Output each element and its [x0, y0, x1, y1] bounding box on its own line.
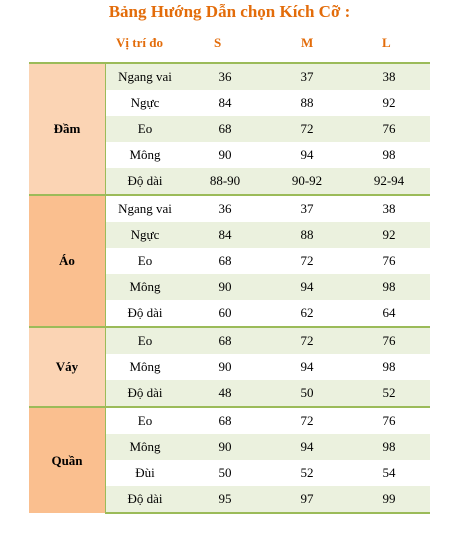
header-position: Vị trí đo — [116, 35, 163, 50]
table-row: Độ dài 88-90 90-92 92-94 — [29, 168, 430, 196]
table-row: Độ dài 48 50 52 — [29, 380, 430, 408]
table-row: Áo Ngang vai 36 37 38 — [29, 194, 430, 327]
size-l-cell: 98 — [382, 359, 396, 374]
size-s-cell: 68 — [218, 253, 232, 268]
size-m-cell: 50 — [266, 380, 348, 408]
size-l-cell: 98 — [348, 274, 430, 300]
position-cell: Eo — [105, 116, 184, 142]
group-label: Đầm — [29, 62, 106, 195]
size-m-cell: 72 — [266, 116, 348, 142]
table-row: Độ dài 95 97 99 — [29, 486, 430, 514]
size-l-cell: 76 — [348, 406, 430, 434]
size-s-cell: 50 — [218, 465, 232, 480]
table-row: Ngực 84 88 92 — [29, 222, 430, 248]
size-l-cell: 76 — [382, 253, 396, 268]
size-s-cell: 90 — [218, 147, 232, 162]
position-cell: Eo — [105, 406, 184, 434]
size-s-cell: 84 — [184, 222, 266, 248]
table-row: Mông 90 94 98 — [29, 142, 430, 168]
table-row: Quần Eo 68 72 76 — [29, 406, 430, 513]
position-cell: Mông — [105, 274, 184, 300]
position-cell: Mông — [129, 359, 161, 374]
size-s-cell: 36 — [184, 62, 266, 90]
position-cell: Độ dài — [105, 380, 184, 408]
size-table: Đầm Ngang vai 36 37 38 Ngực 84 88 92 Eo … — [29, 62, 430, 514]
size-m-cell: 94 — [266, 274, 348, 300]
size-l-cell: 98 — [382, 147, 396, 162]
size-l-cell: 38 — [348, 194, 430, 222]
table-header: Vị trí đo S M L — [0, 26, 459, 58]
size-m-cell: 62 — [266, 300, 348, 328]
size-s-cell: 48 — [184, 380, 266, 408]
table-row: Đầm Ngang vai 36 37 38 — [29, 62, 430, 195]
position-cell: Ngang vai — [105, 62, 184, 90]
position-cell: Mông — [105, 434, 184, 460]
size-m-cell: 90-92 — [266, 168, 348, 196]
size-l-cell: 76 — [348, 326, 430, 354]
position-cell: Độ dài — [105, 486, 184, 514]
size-m-cell: 97 — [266, 486, 348, 514]
position-cell: Độ dài — [105, 300, 184, 328]
size-m-cell: 72 — [266, 326, 348, 354]
table-row: Mông 90 94 98 — [29, 434, 430, 460]
group-label: Áo — [29, 194, 106, 327]
size-l-cell: 92 — [348, 222, 430, 248]
size-l-cell: 99 — [348, 486, 430, 514]
position-cell: Ngực — [105, 222, 184, 248]
position-cell: Ngực — [130, 95, 160, 110]
table-row: Đùi 50 52 54 — [29, 460, 430, 486]
size-s-cell: 90 — [184, 274, 266, 300]
position-cell: Ngang vai — [105, 194, 184, 222]
table-row: Mông 90 94 98 — [29, 354, 430, 380]
size-m-cell: 37 — [266, 194, 348, 222]
header-size-m: M — [301, 35, 314, 50]
table-row: Độ dài 60 62 64 — [29, 300, 430, 328]
size-l-cell: 92-94 — [348, 168, 430, 196]
position-cell: Eo — [105, 326, 184, 354]
size-l-cell: 52 — [348, 380, 430, 408]
size-m-cell: 72 — [266, 406, 348, 434]
size-m-cell: 88 — [300, 95, 314, 110]
size-m-cell: 94 — [300, 359, 314, 374]
size-l-cell: 54 — [382, 465, 396, 480]
size-s-cell: 68 — [184, 116, 266, 142]
size-s-cell: 68 — [184, 326, 266, 354]
group-label: Quần — [29, 406, 106, 513]
size-m-cell: 94 — [300, 147, 314, 162]
size-m-cell: 37 — [266, 62, 348, 90]
size-m-cell: 88 — [266, 222, 348, 248]
position-cell: Độ dài — [105, 168, 184, 196]
size-s-cell: 68 — [184, 406, 266, 434]
table-row: Váy Eo 68 72 76 — [29, 326, 430, 407]
size-m-cell: 94 — [266, 434, 348, 460]
size-m-cell: 72 — [300, 253, 314, 268]
position-cell: Eo — [137, 253, 153, 268]
table-row: Eo 68 72 76 — [29, 116, 430, 142]
size-l-cell: 76 — [348, 116, 430, 142]
size-l-cell: 98 — [348, 434, 430, 460]
table-row: Eo 68 72 76 — [29, 248, 430, 274]
size-s-cell: 36 — [184, 194, 266, 222]
size-m-cell: 52 — [300, 465, 314, 480]
page-title: Bảng Hướng Dẫn chọn Kích Cỡ : — [108, 2, 351, 21]
position-cell: Mông — [129, 147, 161, 162]
size-s-cell: 90 — [184, 434, 266, 460]
size-l-cell: 92 — [382, 95, 396, 110]
group-label: Váy — [29, 326, 106, 407]
size-s-cell: 95 — [184, 486, 266, 514]
size-l-cell: 38 — [348, 62, 430, 90]
size-s-cell: 60 — [184, 300, 266, 328]
header-size-l: L — [382, 35, 391, 50]
size-l-cell: 64 — [348, 300, 430, 328]
table-row: Ngực 84 88 92 — [29, 90, 430, 116]
table-row: Mông 90 94 98 — [29, 274, 430, 300]
size-s-cell: 88-90 — [184, 168, 266, 196]
header-size-s: S — [214, 35, 222, 50]
position-cell: Đùi — [135, 465, 155, 480]
size-s-cell: 90 — [218, 359, 232, 374]
size-s-cell: 84 — [218, 95, 232, 110]
